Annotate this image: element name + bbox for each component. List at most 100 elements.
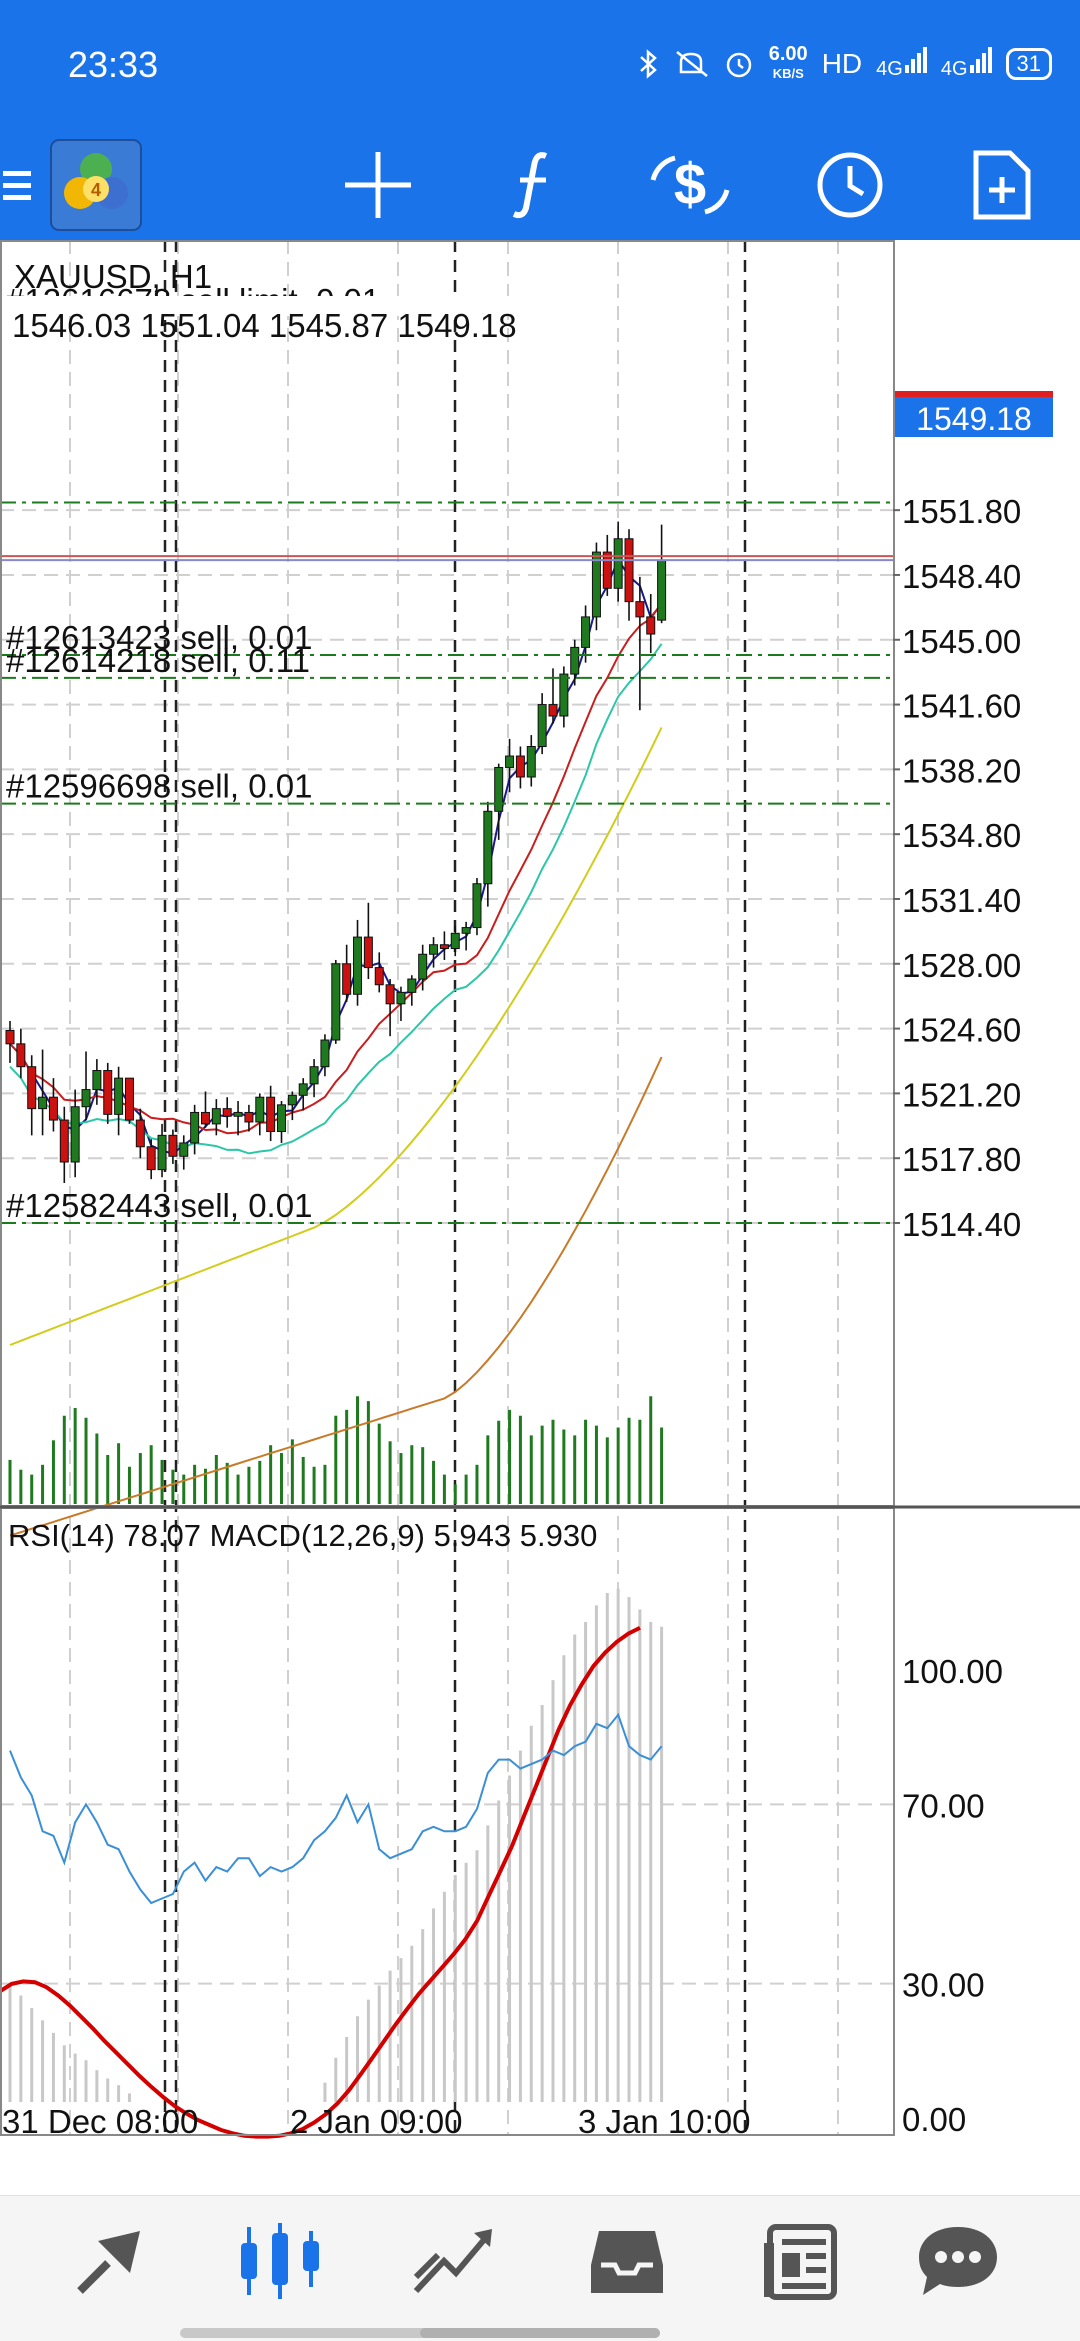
- candle-bullish: [157, 1134, 167, 1171]
- candle-bullish: [309, 1066, 319, 1085]
- current-price-tag: [895, 397, 1053, 437]
- indicator-panel: [0, 1588, 664, 2139]
- candle-bullish: [505, 755, 515, 768]
- template-button[interactable]: [952, 130, 1052, 240]
- status-icons: 6.00 KB/S HD 4G 4G 31: [637, 44, 1052, 84]
- price-tick-label: 1548.40: [902, 558, 1021, 595]
- tab-news[interactable]: [740, 2216, 860, 2306]
- history-tab-icon: [591, 2231, 663, 2293]
- candle-bearish: [646, 616, 656, 635]
- signal-bars-icon: [904, 47, 927, 73]
- candle-bullish: [92, 1070, 102, 1091]
- candle-bullish: [581, 616, 591, 648]
- quotes-tab-icon: [77, 2231, 140, 2294]
- price-marker-red: [895, 391, 1053, 397]
- label-occlusion: [4, 296, 596, 316]
- trade-button[interactable]: $: [640, 130, 740, 240]
- candle-bearish: [439, 944, 449, 950]
- period-button[interactable]: [800, 130, 900, 240]
- net-speed-value: 6.00: [768, 43, 808, 65]
- candle-bullish: [396, 991, 406, 1005]
- price-tick-label: 1521.20: [902, 1076, 1021, 1113]
- app-logo[interactable]: 4: [48, 130, 144, 240]
- ma-yellow-line: [9, 726, 663, 1346]
- tab-trade[interactable]: [395, 2216, 515, 2306]
- rsi-line: [9, 1712, 663, 1905]
- candle-bearish: [146, 1146, 156, 1171]
- hd-indicator: HD: [821, 48, 863, 79]
- status-time: 23:33: [68, 44, 159, 85]
- crosshair-button[interactable]: [330, 130, 426, 240]
- candle-bearish: [5, 1029, 15, 1045]
- candle-bullish: [537, 704, 547, 747]
- candle-bullish: [526, 746, 536, 778]
- signal-4g-1: 4G: [876, 47, 927, 81]
- price-tick-label: 1531.40: [902, 882, 1021, 919]
- candle-bearish: [363, 936, 373, 969]
- candle-bullish: [483, 810, 493, 885]
- svg-text:4: 4: [91, 180, 101, 200]
- indicators-button[interactable]: [488, 130, 584, 240]
- chart-toolbar: 4 $: [0, 130, 1080, 240]
- candle-bullish: [429, 944, 439, 955]
- tab-quotes[interactable]: [50, 2216, 170, 2306]
- candle-bullish: [70, 1106, 80, 1163]
- candle-bearish: [124, 1077, 134, 1121]
- candle-bullish: [559, 673, 569, 717]
- candle-bullish: [353, 936, 363, 995]
- candle-bullish: [320, 1039, 330, 1068]
- axes: 1551.80 1548.40 1545.00 1541.60 1538.20 1534.…: [2, 493, 1021, 2140]
- rsi-tick-label: 70.00: [902, 1787, 985, 1824]
- candle-bullish: [179, 1142, 189, 1157]
- candle-bullish: [407, 978, 417, 993]
- price-tick-label: 1551.80: [902, 493, 1021, 530]
- signal-4g-1-label: 4G: [876, 58, 903, 80]
- tab-chart[interactable]: [220, 2216, 340, 2306]
- bottom-tab-bar: [0, 2195, 1080, 2341]
- rsi-tick-label: 100.00: [902, 1653, 1003, 1690]
- tab-history[interactable]: [567, 2216, 687, 2306]
- bluetooth-icon: [639, 49, 657, 79]
- menu-button[interactable]: [0, 130, 36, 240]
- candle-bullish: [418, 953, 428, 980]
- trade-tab-icon: [413, 2229, 492, 2294]
- price-tick-label: 1545.00: [902, 623, 1021, 660]
- candle-bearish: [222, 1108, 232, 1117]
- candle-bearish: [374, 967, 384, 986]
- candle-bullish: [570, 646, 580, 675]
- candle-bearish: [548, 704, 558, 717]
- price-tick-label: 1528.00: [902, 947, 1021, 984]
- signal-4g-2-label: 4G: [940, 58, 968, 80]
- time-axis-label: 2 Jan 09:00: [290, 2103, 462, 2140]
- rsi-tick-label: 0.00: [902, 2101, 966, 2138]
- menu-icon: [3, 171, 31, 200]
- candle-bullish: [613, 538, 623, 589]
- home-indicator-highlight: [420, 2328, 660, 2338]
- candle-bullish: [233, 1111, 243, 1117]
- candle-bullish: [211, 1108, 221, 1125]
- chart-area[interactable]: #12613423 sell, 0.01#12614218 sell, 0.11…: [0, 240, 1080, 2150]
- candle-bullish: [657, 559, 667, 621]
- new-document-icon: [973, 150, 1031, 220]
- candle-bullish: [331, 963, 341, 1041]
- signal-bars-icon: [969, 47, 992, 73]
- crosshair-icon: [345, 152, 411, 218]
- symbol-label: XAUUSD, H1: [14, 258, 212, 295]
- candle-bearish: [602, 551, 612, 589]
- signal-4g-2: 4G: [941, 47, 992, 81]
- candle-bearish: [515, 755, 525, 778]
- candle-bearish: [48, 1096, 58, 1121]
- clock-icon: [817, 152, 883, 218]
- ohlc-label: 1546.03 1551.04 1545.87 1549.18: [12, 307, 517, 344]
- net-speed-unit: KB/S: [772, 66, 804, 81]
- candle-bullish: [38, 1096, 48, 1110]
- candle-bearish: [385, 984, 395, 1005]
- candle-bullish: [190, 1111, 200, 1144]
- candle-bullish: [461, 927, 471, 934]
- candle-bullish: [277, 1104, 286, 1133]
- alarm-icon: [726, 52, 751, 78]
- candle-bullish: [494, 766, 504, 812]
- order-label: #12613423 sell, 0.01: [6, 619, 312, 656]
- tab-chat[interactable]: [898, 2216, 1018, 2306]
- price-tick-label: 1541.60: [902, 688, 1021, 725]
